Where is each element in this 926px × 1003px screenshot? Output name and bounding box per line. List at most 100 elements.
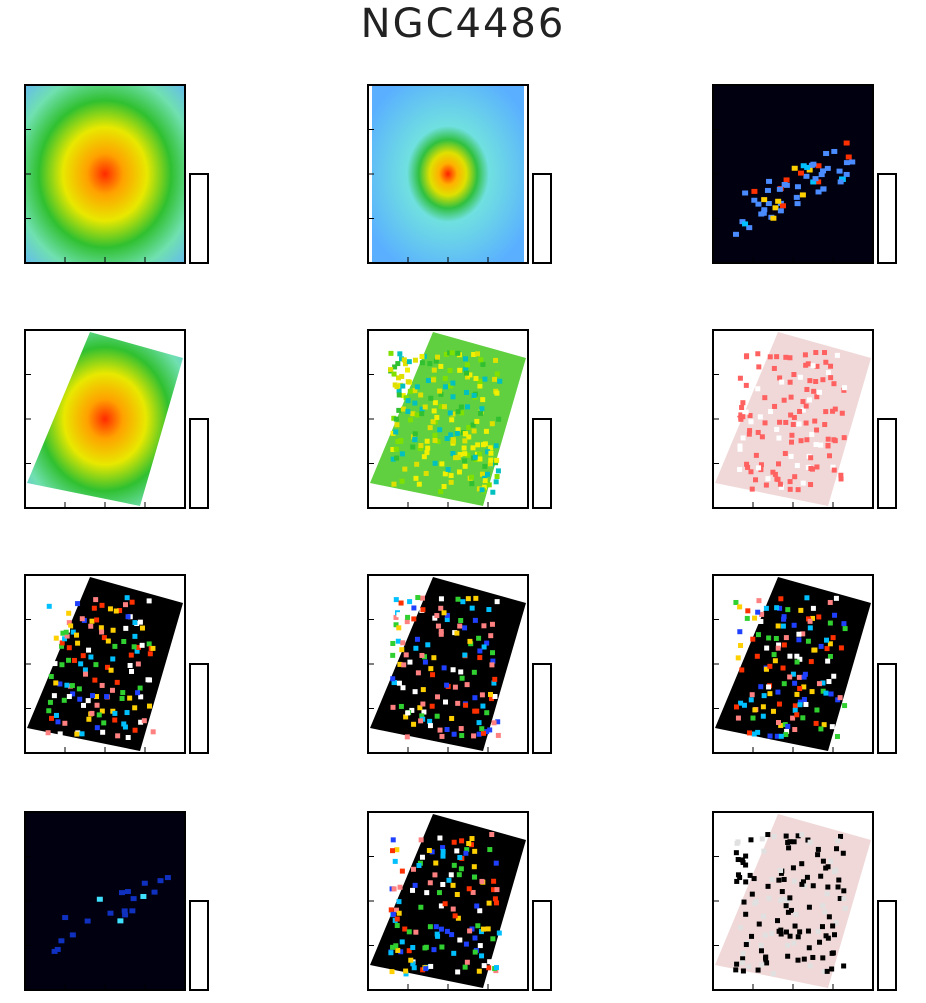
- speck: [779, 379, 785, 385]
- speck: [477, 655, 483, 661]
- speck: [820, 377, 826, 383]
- speck: [479, 406, 485, 412]
- speck: [459, 838, 465, 844]
- speck: [741, 899, 747, 905]
- speck: [494, 457, 500, 463]
- speck: [788, 394, 794, 400]
- speck: [476, 486, 482, 492]
- speck: [427, 924, 433, 930]
- speck: [755, 729, 761, 735]
- speck: [834, 734, 840, 740]
- speck: [825, 864, 831, 870]
- speck: [466, 841, 472, 847]
- speck: [442, 471, 448, 477]
- speck: [484, 729, 490, 735]
- speck: [805, 638, 811, 644]
- speck: [417, 705, 423, 711]
- speck: [776, 186, 783, 192]
- speck: [489, 621, 495, 627]
- speck: [441, 404, 447, 410]
- speck: [402, 466, 408, 472]
- speck: [810, 363, 816, 369]
- speck: [794, 712, 800, 718]
- speck: [781, 876, 787, 882]
- speck: [424, 890, 430, 896]
- speck: [438, 489, 444, 495]
- speck: [751, 197, 758, 203]
- speck: [390, 640, 396, 646]
- speck: [435, 354, 441, 360]
- speck: [432, 615, 438, 621]
- speck: [390, 837, 396, 843]
- speck: [84, 918, 91, 924]
- speck: [784, 728, 790, 734]
- speck: [795, 833, 801, 839]
- speck: [820, 858, 826, 864]
- speck: [410, 961, 416, 967]
- map-panel: [367, 329, 552, 509]
- speck: [462, 451, 468, 457]
- speck: [414, 461, 420, 467]
- speck: [441, 610, 447, 616]
- speck: [803, 403, 809, 409]
- speck: [419, 406, 425, 412]
- speck: [471, 428, 477, 434]
- speck: [462, 964, 468, 970]
- speck: [752, 615, 758, 621]
- speck: [749, 933, 755, 939]
- speck: [115, 733, 121, 739]
- speck: [823, 359, 829, 365]
- speck: [448, 432, 454, 438]
- colorbar: [189, 418, 209, 509]
- speck: [808, 659, 814, 665]
- speck: [815, 846, 821, 852]
- speck: [99, 629, 105, 635]
- speck: [388, 950, 394, 956]
- speck: [455, 350, 461, 356]
- speck: [761, 207, 768, 213]
- speck: [147, 651, 153, 657]
- speck: [466, 886, 472, 892]
- speck: [474, 903, 480, 909]
- speck: [66, 620, 72, 626]
- speck: [780, 896, 786, 902]
- speck: [766, 178, 773, 184]
- speck: [81, 702, 87, 708]
- speck: [768, 409, 774, 415]
- speck: [427, 723, 433, 729]
- speck: [836, 486, 842, 492]
- speck: [765, 201, 772, 207]
- speck: [462, 458, 468, 464]
- speck: [834, 352, 840, 358]
- speck: [490, 489, 496, 495]
- speck: [132, 620, 138, 626]
- speck: [756, 921, 762, 927]
- speck: [396, 392, 402, 398]
- speck: [449, 417, 455, 423]
- speck: [427, 361, 433, 367]
- speck: [59, 662, 65, 668]
- speck: [824, 968, 830, 974]
- speck: [774, 476, 780, 482]
- speck: [493, 443, 499, 449]
- speck: [463, 850, 469, 856]
- map-panel: [24, 329, 209, 509]
- speck: [485, 449, 491, 455]
- speck: [841, 621, 847, 627]
- speck: [804, 437, 810, 443]
- speck: [748, 419, 754, 425]
- speck: [98, 625, 104, 631]
- map-image: [25, 85, 185, 263]
- speck: [135, 661, 141, 667]
- speck: [428, 666, 434, 672]
- speck: [755, 351, 761, 357]
- speck: [775, 689, 781, 695]
- speck: [105, 664, 111, 670]
- speck: [433, 860, 439, 866]
- speck: [806, 167, 813, 173]
- speck: [737, 368, 743, 374]
- speck: [794, 653, 800, 659]
- speck: [405, 614, 411, 620]
- speck: [777, 605, 783, 611]
- speck: [787, 479, 793, 485]
